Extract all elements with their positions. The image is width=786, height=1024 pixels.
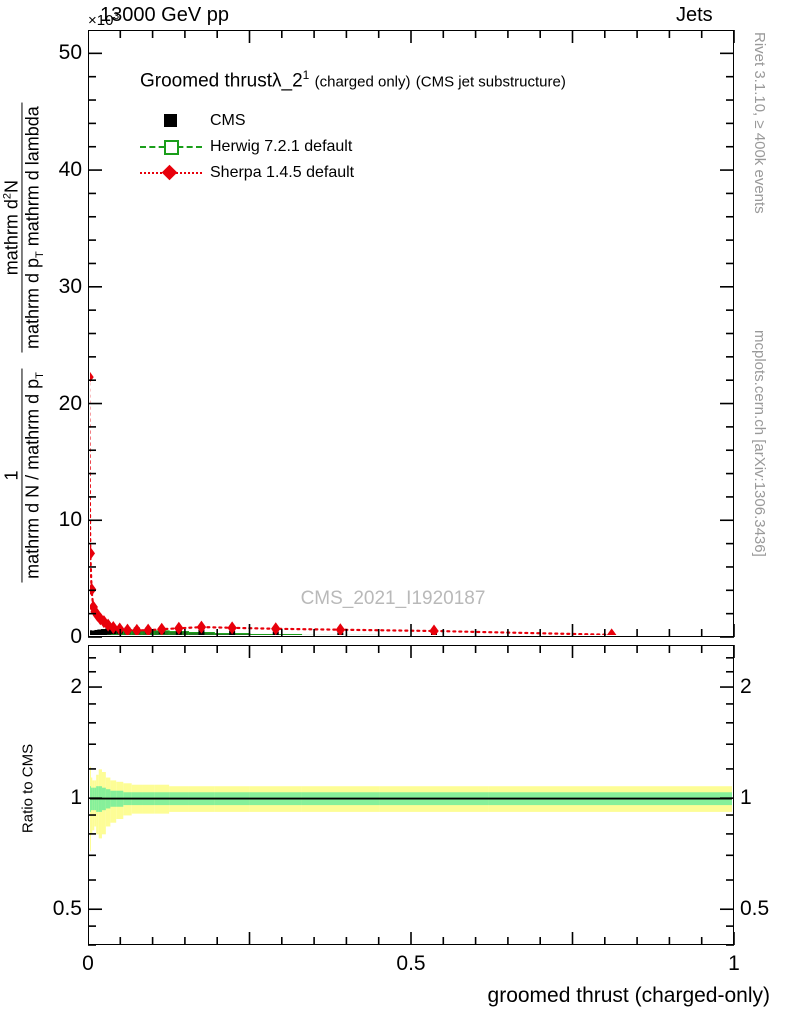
plot-title-qualifier: (charged only) (314, 73, 411, 91)
sherpa-marker (89, 546, 95, 560)
plot-title-main: Groomed thrust (140, 70, 272, 92)
legend-entry-cms[interactable]: CMS (140, 108, 354, 134)
sherpa-marker (173, 621, 184, 635)
x-tick-label: 1 (728, 952, 740, 975)
sherpa-series (89, 371, 616, 636)
legend-key-herwig (140, 137, 202, 157)
sherpa-marker (143, 623, 153, 636)
legend-key-sherpa (140, 163, 202, 183)
ratio-y-tick-label: 0.5 (52, 897, 82, 921)
y-tick-label: 40 (58, 158, 82, 182)
sherpa-marker (108, 620, 118, 634)
legend-label-herwig: Herwig 7.2.1 default (210, 138, 353, 155)
y-tick-label: 10 (58, 508, 82, 532)
y-axis-separator (13, 358, 33, 363)
sherpa-marker (606, 627, 616, 636)
x-tick-label: 0 (82, 952, 94, 975)
ratio-y-tick-label: 1 (70, 786, 82, 810)
sherpa-marker (196, 620, 206, 634)
open-square-icon (164, 140, 179, 155)
plot-title: Groomed thrustλ_21 (charged only) (CMS j… (140, 68, 566, 92)
beam-energy-label: 13000 GeV pp (100, 4, 229, 26)
sherpa-marker (270, 621, 281, 635)
y-tick-label: 50 (58, 41, 82, 65)
y-tick-label: 0 (70, 625, 82, 648)
legend-key-cms (140, 111, 202, 131)
legend-entry-herwig[interactable]: Herwig 7.2.1 default (140, 134, 354, 160)
sherpa-marker (428, 624, 439, 636)
filled-square-icon (164, 114, 177, 127)
ratio-plot-canvas (89, 647, 733, 944)
sherpa-marker (156, 622, 166, 636)
sherpa-marker (89, 582, 96, 596)
mcplots-credit: mcplots.cern.ch [arXiv:1306.3436] (751, 330, 768, 557)
main-plot-canvas (89, 32, 733, 636)
cms-marker (96, 629, 103, 636)
ratio-y-tick-labels: 0.5 1 2 (0, 0, 82, 1024)
process-label: Jets (676, 4, 713, 26)
plot-title-analysis: (CMS jet substructure) (415, 73, 566, 91)
y-axis-exponent: ×103 (88, 11, 120, 29)
x-tick-label: 0.5 (396, 952, 426, 975)
main-y-tick-labels: 0 10 20 30 40 50 (0, 0, 82, 1024)
legend-label-cms: CMS (210, 112, 246, 129)
diamond-icon (161, 164, 178, 181)
sherpa-marker (122, 623, 132, 636)
x-axis-title: groomed thrust (charged-only) (487, 984, 770, 1007)
y-axis-title: 1 mathrm d N / mathrm d pT mathrm d2N ma… (1, 43, 47, 643)
main-data-svg (89, 371, 616, 636)
plot-title-superscript: 1 (302, 68, 310, 82)
ratio-axis-title: Ratio to CMS (19, 743, 37, 834)
y-axis-main-fraction: mathrm d2N mathrm d pT mathrm d lambda (1, 102, 47, 354)
analysis-watermark: CMS_2021_I1920187 (300, 588, 486, 609)
ratio-y-tick-label-right: 1 (740, 786, 752, 810)
outer-uncertainty-band (89, 766, 733, 851)
ratio-y-tick-label: 2 (70, 675, 82, 699)
y-tick-label: 20 (58, 391, 82, 415)
sherpa-marker (92, 608, 102, 622)
y-axis-prefix-fraction: 1 mathrm d N / mathrm d pT (1, 368, 47, 583)
sherpa-marker (103, 618, 113, 632)
rivet-version-credit: Rivet 3.1.10, ≥ 400k events (751, 32, 768, 214)
plot-title-symbol: λ_2 (272, 70, 303, 92)
legend: CMS Herwig 7.2.1 default Sherpa 1.4.5 de… (140, 108, 354, 186)
ratio-y-tick-label-right: 2 (740, 675, 752, 699)
sherpa-marker (89, 371, 94, 382)
ratio-y-tick-label-right: 0.5 (740, 897, 770, 921)
ratio-data-svg (89, 766, 733, 851)
y-tick-label: 30 (58, 274, 82, 298)
cms-marker (100, 628, 107, 635)
sherpa-marker (131, 623, 142, 636)
legend-entry-sherpa[interactable]: Sherpa 1.4.5 default (140, 160, 354, 186)
legend-label-sherpa: Sherpa 1.4.5 default (210, 164, 355, 181)
sherpa-marker (335, 622, 345, 636)
sherpa-marker (227, 620, 237, 634)
